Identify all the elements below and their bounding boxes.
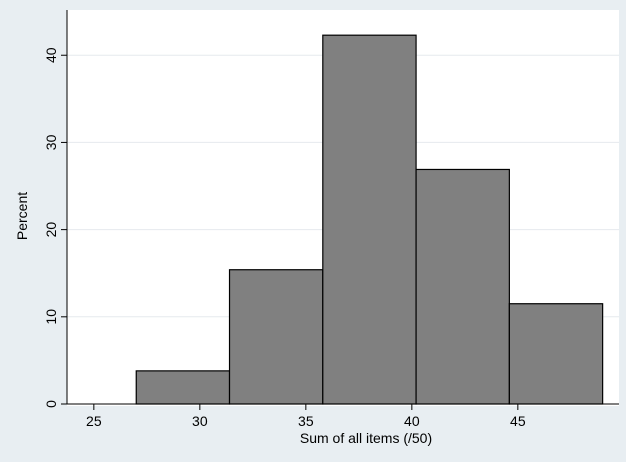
- bar-4: [416, 169, 509, 404]
- x-tick-label-25: 25: [86, 413, 102, 429]
- bar-5: [509, 304, 602, 404]
- y-tick-label-40: 40: [43, 47, 59, 63]
- y-tick-label-0: 0: [43, 400, 59, 408]
- y-axis-title: Percent: [14, 192, 30, 240]
- bar-1: [136, 371, 229, 404]
- y-tick-label-20: 20: [43, 222, 59, 238]
- x-tick-label-35: 35: [298, 413, 314, 429]
- bar-3: [323, 35, 416, 404]
- x-tick-label-30: 30: [192, 413, 208, 429]
- x-tick-label-45: 45: [510, 413, 526, 429]
- y-tick-label-10: 10: [43, 309, 59, 325]
- y-tick-label-30: 30: [43, 134, 59, 150]
- bar-2: [230, 270, 323, 404]
- x-axis-title: Sum of all items (/50): [300, 430, 432, 446]
- x-tick-label-40: 40: [404, 413, 420, 429]
